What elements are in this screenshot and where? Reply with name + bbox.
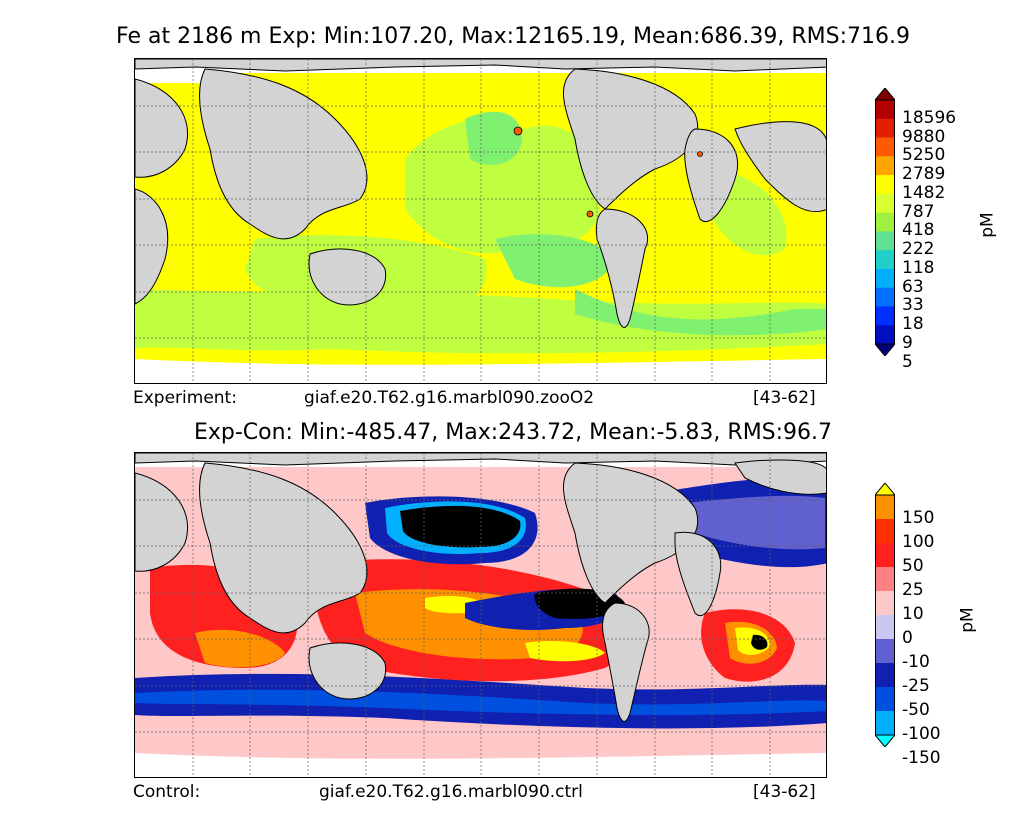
experiment-colorbar-tick-label: 9: [902, 333, 913, 353]
experiment-colorbar-swatch: [875, 231, 895, 251]
difference-colorbar-swatch: [875, 591, 895, 616]
experiment-colorbar-extend-min: [875, 343, 895, 356]
difference-colorbar-tick-label: -100: [902, 724, 941, 744]
experiment-colorbar: [875, 88, 895, 356]
difference-colorbar-swatches: [875, 483, 895, 747]
difference-colorbar-swatch: [875, 543, 895, 568]
experiment-fe-field: [135, 59, 826, 383]
experiment-colorbar-tick-label: 418: [902, 220, 935, 241]
difference-colorbar-extend-max: [875, 483, 895, 496]
experiment-colorbar-tick-label: 787: [902, 201, 935, 222]
experiment-colorbar-tick-label: 222: [902, 239, 935, 260]
experiment-colorbar-swatch: [875, 118, 895, 139]
experiment-case-name: giaf.e20.T62.g16.marbl090.zooO2: [304, 388, 595, 408]
difference-colorbar: [875, 483, 895, 747]
experiment-colorbar-tick-label: 5250: [902, 145, 946, 166]
difference-colorbar-swatch: [875, 519, 895, 544]
experiment-label: Experiment:: [133, 388, 237, 408]
difference-colorbar-swatch: [875, 663, 895, 688]
experiment-colorbar-swatches: [875, 88, 895, 356]
experiment-fe-map: [134, 58, 827, 384]
difference-fe-map: [134, 452, 827, 778]
experiment-colorbar-unit: pM: [977, 212, 998, 238]
difference-colorbar-tick-label: 0: [902, 628, 913, 648]
control-label: Control:: [133, 782, 201, 802]
difference-colorbar-tick-label: -150: [902, 748, 941, 768]
experiment-colorbar-tick-label: 18596: [902, 107, 957, 128]
experiment-colorbar-tick-label: 2789: [902, 164, 946, 185]
difference-colorbar-swatch: [875, 711, 895, 736]
experiment-years: [43-62]: [753, 388, 816, 408]
experiment-colorbar-tick-label: 1482: [902, 182, 946, 203]
difference-colorbar-unit: pM: [957, 607, 978, 633]
experiment-colorbar-tick-label: 9880: [902, 126, 946, 147]
experiment-colorbar-swatch: [875, 325, 895, 345]
experiment-colorbar-tick-label: 33: [902, 295, 924, 316]
difference-colorbar-tick-label: -25: [902, 676, 930, 696]
experiment-colorbar-swatch: [875, 287, 895, 307]
experiment-colorbar-tick-label: 118: [902, 257, 935, 278]
experiment-colorbar-swatch: [875, 193, 895, 214]
difference-colorbar-swatch: [875, 687, 895, 712]
difference-colorbar-tick-label: 25: [902, 580, 924, 600]
experiment-colorbar-tick-label: 5: [902, 351, 913, 372]
difference-colorbar-tick-label: -50: [902, 700, 930, 720]
difference-colorbar-tick-label: 10: [902, 604, 924, 624]
difference-colorbar-swatch: [875, 639, 895, 664]
difference-colorbar-swatch: [875, 615, 895, 640]
top-map-title: Fe at 2186 m Exp: Min:107.20, Max:12165.…: [116, 24, 910, 49]
experiment-colorbar-swatch: [875, 306, 895, 326]
difference-colorbar-swatch: [875, 567, 895, 592]
difference-colorbar-extend-min: [875, 734, 895, 747]
difference-colorbar-tick-label: 150: [902, 508, 935, 528]
difference-map-title: Exp-Con: Min:-485.47, Max:243.72, Mean:-…: [193, 420, 833, 445]
experiment-colorbar-extend-max: [875, 88, 895, 101]
experiment-colorbar-swatch: [875, 156, 895, 176]
experiment-colorbar-tick-label: 63: [902, 276, 924, 297]
experiment-colorbar-swatch: [875, 212, 895, 232]
control-years: [43-62]: [753, 782, 816, 802]
difference-colorbar-tick-label: -10: [902, 652, 930, 672]
experiment-colorbar-swatch: [875, 137, 895, 157]
control-case-name: giaf.e20.T62.g16.marbl090.ctrl: [319, 782, 583, 802]
experiment-colorbar-swatch: [875, 250, 895, 270]
difference-colorbar-tick-label: 50: [902, 556, 924, 576]
experiment-colorbar-swatch: [875, 175, 895, 195]
difference-colorbar-tick-label: 100: [902, 532, 935, 552]
difference-colorbar-swatch: [875, 495, 895, 520]
experiment-colorbar-swatch: [875, 100, 895, 120]
experiment-colorbar-tick-label: 18: [902, 314, 924, 335]
difference-fe-field: [135, 453, 826, 777]
experiment-colorbar-swatch: [875, 268, 895, 289]
